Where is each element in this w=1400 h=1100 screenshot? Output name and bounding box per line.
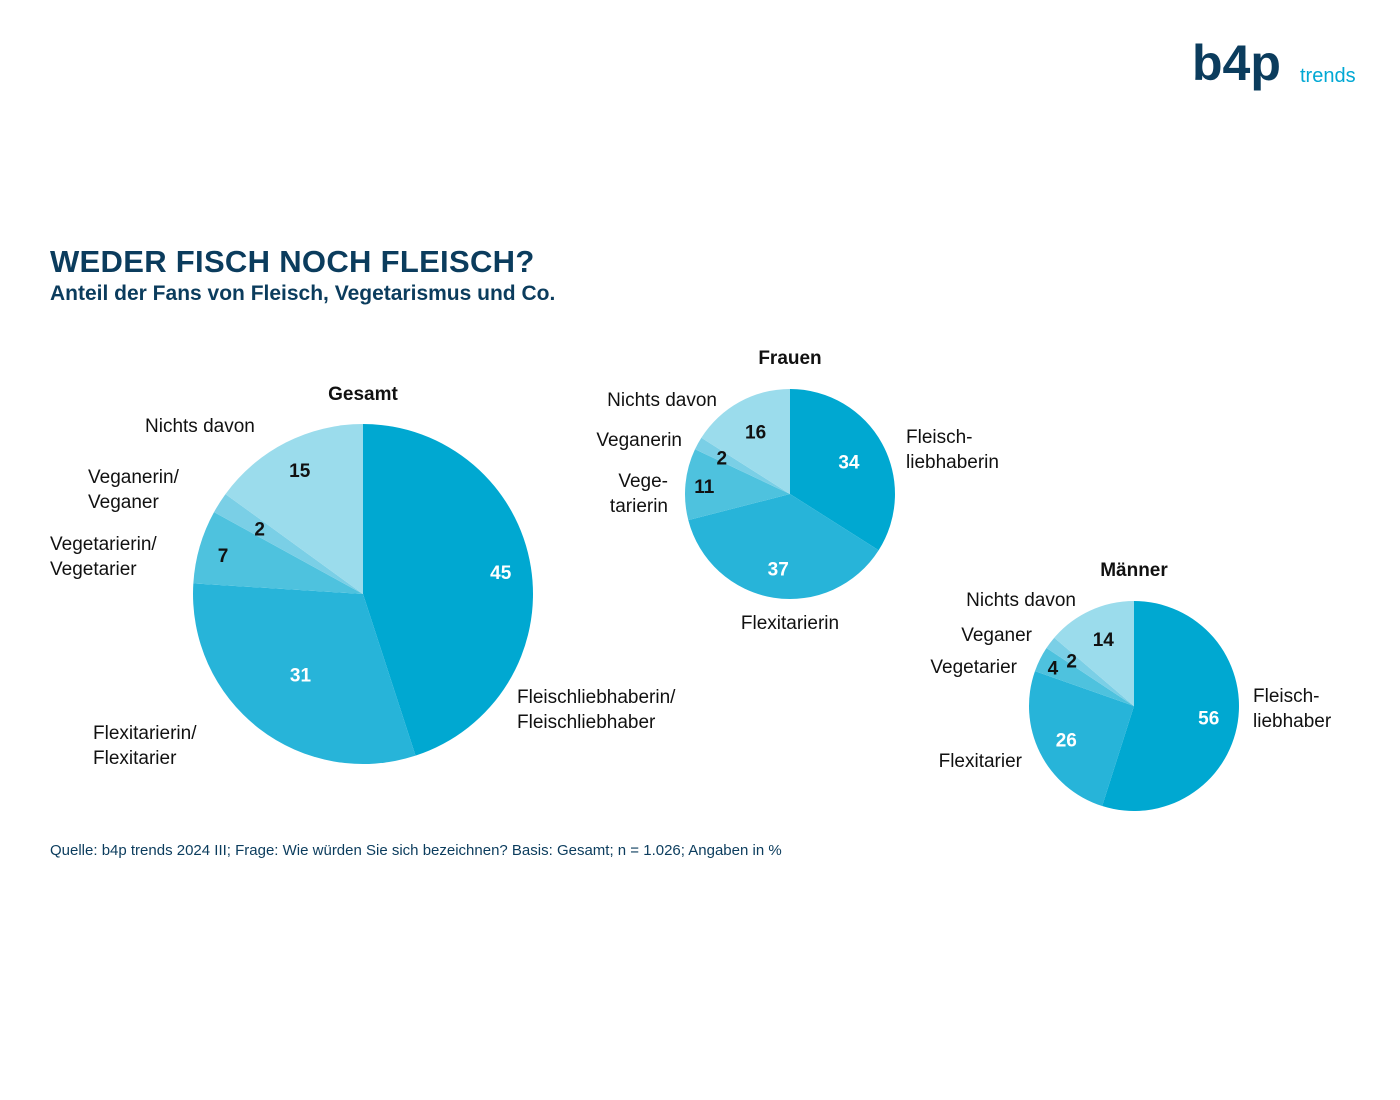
- slice-value-label: 2: [717, 449, 728, 470]
- slice-value-label: 4: [1048, 659, 1059, 680]
- category-label: Nichts davon: [145, 416, 255, 437]
- pie-title: Männer: [1100, 560, 1168, 581]
- category-label: Veganer: [961, 625, 1032, 646]
- pie-slice: [1054, 601, 1134, 706]
- pie-slice: [1029, 671, 1134, 807]
- slice-value-label: 31: [290, 666, 312, 687]
- page-subtitle: Anteil der Fans von Fleisch, Vegetarismu…: [50, 282, 556, 305]
- pie-slice: [701, 389, 790, 494]
- slice-value-label: 34: [838, 453, 860, 474]
- slice-value-label: 2: [1066, 651, 1077, 672]
- pie-slice: [363, 424, 533, 756]
- pie-chart-1: Gesamt 45 31 7 2 15 Fleischliebhaberin/Fleisch…: [50, 384, 676, 769]
- source-note: Quelle: b4p trends 2024 III; Frage: Wie …: [50, 842, 782, 859]
- category-label: Flexitarier: [939, 751, 1023, 772]
- pie-slice: [193, 583, 416, 764]
- pie-chart-2: Frauen 34 37 112 16 Fleisch-liebhaberin Flexit…: [596, 348, 999, 634]
- slice-value-label: 56: [1198, 709, 1219, 730]
- category-label: Veganerin: [596, 430, 682, 451]
- pie-chart-3: Männer 56 26 4 2 14 Fleisch-liebhaber Flexitari…: [930, 560, 1332, 811]
- category-label: Vegetarierin/Vegetarier: [50, 534, 157, 580]
- category-label: Flexitarierin/Flexitarier: [93, 723, 197, 769]
- slice-value-label: 16: [745, 422, 766, 443]
- slice-value-label: 15: [289, 461, 311, 482]
- pie-slice: [790, 389, 895, 551]
- pie-slice: [225, 424, 363, 594]
- slice-value-label: 14: [1093, 630, 1115, 651]
- category-label: Fleisch-liebhaberin: [906, 427, 999, 473]
- slice-value-label: 7: [218, 546, 229, 567]
- slice-value-label: 2: [254, 519, 265, 540]
- category-label: Fleisch-liebhaber: [1253, 686, 1332, 732]
- slice-value-label: 37: [768, 560, 789, 581]
- pie-slice: [214, 494, 363, 594]
- b4p-trends-logo: b4p trends: [1192, 36, 1356, 91]
- category-label: Fleischliebhaberin/Fleischliebhaber: [517, 687, 676, 733]
- logo-suffix: trends: [1300, 65, 1356, 87]
- slice-value-label: 45: [490, 563, 512, 584]
- category-label: Vegetarier: [930, 657, 1017, 678]
- slice-value-label: 26: [1056, 731, 1077, 752]
- pie-title: Gesamt: [328, 384, 398, 405]
- category-label: Flexitarierin: [741, 613, 839, 634]
- pie-slice: [688, 494, 879, 599]
- category-label: Vege-tarierin: [610, 471, 668, 517]
- logo-mark: b4p: [1192, 36, 1281, 91]
- pie-slice: [1102, 601, 1239, 811]
- slice-value-label: 11: [694, 477, 715, 498]
- pie-slice: [1046, 637, 1134, 706]
- category-label: Veganerin/Veganer: [88, 467, 180, 513]
- pie-slice: [684, 449, 790, 521]
- category-label: Nichts davon: [607, 390, 717, 411]
- pie-slice: [193, 512, 363, 594]
- pie-title: Frauen: [758, 348, 821, 369]
- pie-slice: [1034, 648, 1134, 706]
- category-label: Nichts davon: [966, 590, 1076, 611]
- page-title: WEDER FISCH NOCH FLEISCH?: [50, 244, 535, 279]
- pie-slice: [694, 437, 790, 494]
